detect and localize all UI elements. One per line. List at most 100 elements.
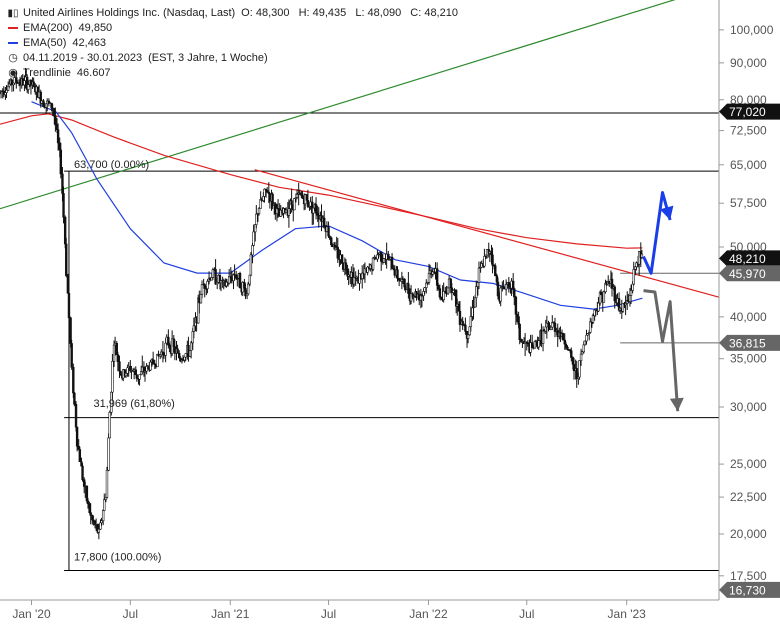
candle-body [586, 333, 589, 336]
candle-body [388, 259, 391, 261]
candle-body [257, 208, 261, 214]
legend-period-detail: (EST, 3 Jahre, 1 Woche) [148, 52, 268, 64]
candle-body [100, 520, 103, 524]
candle-body [271, 193, 274, 206]
candle-body [458, 310, 462, 325]
legend-ema200-label: EMA(200) [23, 22, 73, 34]
candle-body [599, 291, 603, 296]
candle-body [461, 320, 464, 326]
candle-body [214, 269, 217, 285]
target-icon: ◉ [8, 67, 18, 79]
candle-body [179, 357, 182, 362]
legend-close: C: 48,210 [410, 7, 458, 19]
y-tick-label: 72,500 [730, 124, 767, 138]
candle-body [589, 321, 592, 333]
candle-body [5, 89, 8, 93]
x-tick-label: Jan '21 [211, 607, 250, 621]
legend-title: United Airlines Holdings Inc. (Nasdaq, L… [23, 7, 236, 19]
candle-body [396, 269, 399, 279]
candle-body [377, 253, 380, 256]
candle-body [312, 207, 315, 214]
candle-body [86, 500, 90, 505]
fib-label: 17,800 (100.00%) [74, 552, 161, 564]
price-tag [719, 103, 780, 120]
candle-body [51, 107, 54, 110]
candle-body [81, 465, 84, 480]
candle-body [361, 272, 364, 279]
y-tick-label: 65,000 [730, 158, 767, 172]
candle-body [575, 368, 578, 379]
candle-body [578, 360, 581, 378]
legend-ema50-label: EMA(50) [23, 37, 67, 49]
candle-body [382, 258, 386, 263]
candle-body [189, 342, 193, 351]
candle-body [336, 247, 339, 259]
candle-body [75, 426, 79, 447]
candle-body [203, 284, 206, 289]
candle-body [597, 302, 600, 312]
candle-body [551, 322, 554, 328]
candle-body [62, 193, 65, 218]
y-tick-label: 20,000 [730, 527, 767, 541]
candle-body [504, 284, 508, 290]
ema50-line [31, 101, 643, 310]
candle-body [290, 200, 293, 206]
candle-body [306, 199, 310, 207]
candle-body [70, 343, 73, 368]
candle-body [572, 364, 576, 372]
candle-body [176, 348, 179, 354]
candle-body [134, 369, 137, 376]
candle-body [89, 512, 92, 516]
candle-body [111, 361, 114, 393]
candle-body [67, 292, 71, 319]
candle-body [613, 286, 616, 302]
candle-body [435, 268, 439, 286]
candle-body [323, 217, 326, 227]
fib-label: 31,969 (61,80%) [94, 398, 175, 410]
candle-body [635, 262, 638, 268]
candle-body [442, 291, 445, 301]
candle-body [200, 284, 204, 295]
candle-body [366, 266, 369, 273]
candle-body [32, 81, 35, 87]
x-tick-label: Jul [519, 607, 534, 621]
legend-trend-label: Trendlinie [23, 67, 71, 79]
candle-body [518, 323, 521, 340]
y-tick-label: 17,500 [730, 569, 767, 583]
candle-body [246, 283, 250, 295]
y-tick-label: 90,000 [730, 56, 767, 70]
candle-body [437, 285, 440, 289]
price-tag [719, 265, 780, 282]
y-tick-label: 80,000 [730, 93, 767, 107]
forecast-up-arrow [642, 191, 672, 275]
forecast-down-arrow [643, 289, 680, 412]
ema50-swatch-icon [6, 36, 20, 51]
legend-ema50-row: EMA(50) 42,463 [6, 36, 464, 51]
candle-body [78, 449, 82, 463]
candle-body [591, 315, 595, 323]
candle-body [249, 254, 253, 276]
candle-body [507, 282, 511, 288]
candle-body [101, 510, 105, 522]
candle-body [610, 278, 614, 289]
legend-trend-row: ◉ Trendlinie 46.607 [6, 66, 464, 81]
x-tick-label: Jan '22 [409, 607, 448, 621]
price-tag [719, 250, 780, 267]
candle-body [108, 412, 111, 439]
legend-ema200-row: EMA(200) 49,850 [6, 21, 464, 36]
y-tick-label: 35,000 [730, 352, 767, 366]
candle-body [537, 340, 540, 348]
price-tag [719, 581, 780, 598]
candle-body [564, 343, 568, 348]
candle-body [333, 244, 337, 247]
y-tick-label: 30,000 [730, 400, 767, 414]
candle-body [637, 251, 641, 265]
candle-body [499, 287, 502, 302]
candle-body [107, 437, 110, 471]
candle-body [582, 344, 585, 353]
legend-high: H: 49,435 [298, 7, 347, 19]
candle-body [632, 269, 635, 285]
candle-body [27, 84, 30, 90]
candle-body [66, 275, 70, 294]
